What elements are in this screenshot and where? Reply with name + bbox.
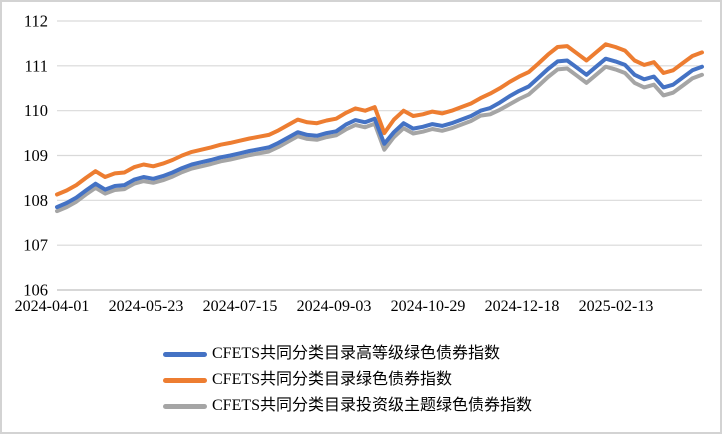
x-tick-label: 2024-07-15 <box>203 298 278 315</box>
legend-label: CFETS共同分类目录投资级主题绿色债券指数 <box>212 397 533 414</box>
y-tick-label: 109 <box>23 146 48 165</box>
series-line-2 <box>55 64 704 214</box>
legend-item-investment-grade-theme-green-bond-index: CFETS共同分类目录投资级主题绿色债券指数 <box>163 393 532 419</box>
legend-line-swatch-gray <box>163 403 207 409</box>
chart-legend: CFETS共同分类目录高等级绿色债券指数 CFETS共同分类目录绿色债券指数 C… <box>163 341 532 419</box>
x-tick-label: 2024-10-29 <box>391 298 466 315</box>
y-tick-label: 112 <box>24 12 48 31</box>
legend-line-swatch-blue <box>163 351 207 357</box>
y-tick-label: 106 <box>23 281 48 300</box>
legend-line-swatch-orange <box>163 377 207 383</box>
x-tick-label: 2024-04-01 <box>15 298 90 315</box>
series-line-1 <box>55 42 704 197</box>
legend-label: CFETS共同分类目录绿色债券指数 <box>212 371 453 388</box>
legend-label: CFETS共同分类目录高等级绿色债券指数 <box>212 345 501 362</box>
legend-item-high-grade-green-bond-index: CFETS共同分类目录高等级绿色债券指数 <box>163 341 532 367</box>
x-tick-label: 2025-02-13 <box>579 298 654 315</box>
y-tick-label: 108 <box>23 191 48 210</box>
y-tick-label: 110 <box>24 101 48 120</box>
x-tick-label: 2024-12-18 <box>485 298 560 315</box>
y-tick-label: 107 <box>23 236 48 255</box>
chart-canvas: 106 107 108 109 110 111 112 2024-04-01 2024-05-2… <box>15 12 704 315</box>
x-tick-label: 2024-09-03 <box>297 298 372 315</box>
y-tick-label: 111 <box>24 56 48 75</box>
legend-item-green-bond-index: CFETS共同分类目录绿色债券指数 <box>163 367 532 393</box>
x-tick-label: 2024-05-23 <box>109 298 184 315</box>
series-line-0 <box>55 56 704 210</box>
